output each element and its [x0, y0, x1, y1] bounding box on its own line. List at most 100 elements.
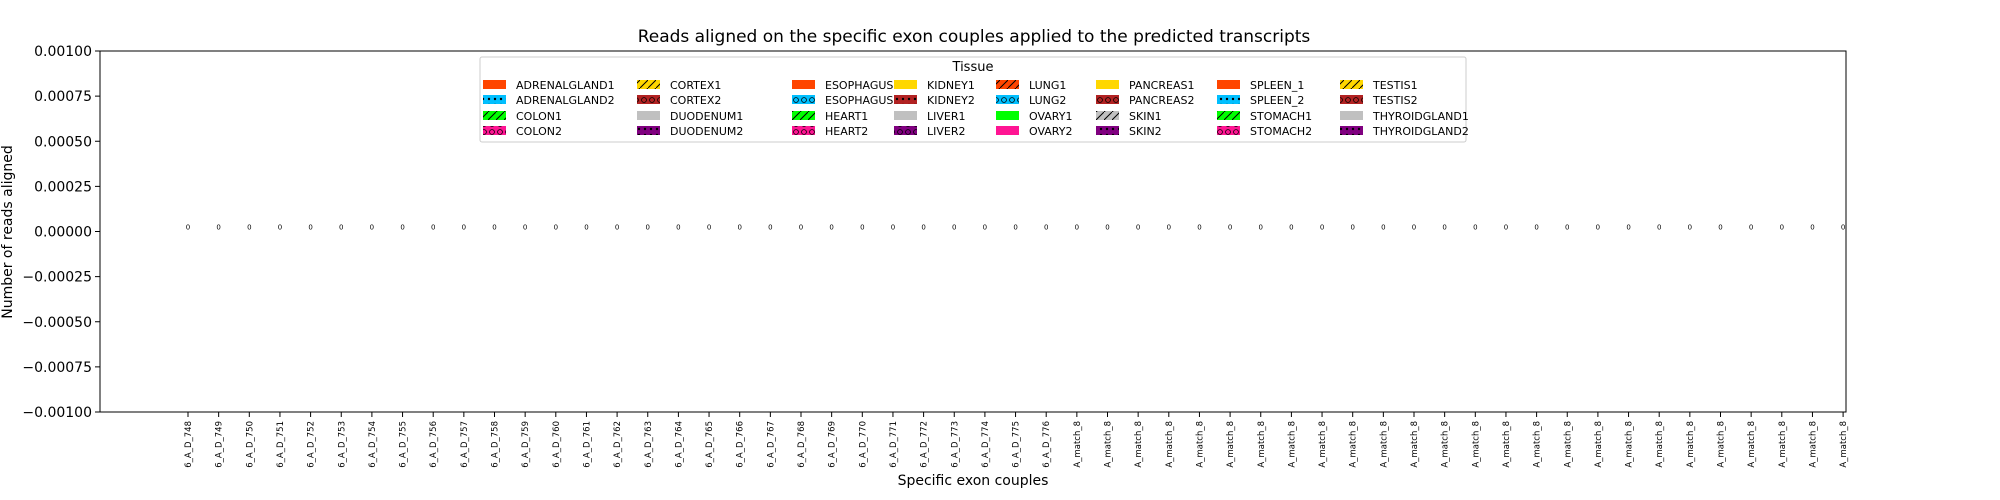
legend-entry-label: DUODENUM2 [670, 125, 743, 138]
legend-entry-label: LUNG2 [1029, 94, 1066, 107]
legend-swatch [996, 111, 1019, 120]
x-tick-label: A_match_8 [1502, 421, 1512, 468]
legend-swatch [792, 80, 815, 89]
legend-entry-label: DUODENUM1 [670, 110, 743, 123]
data-label: 0 [278, 224, 282, 232]
legend-entry-label: PANCREAS1 [1129, 79, 1194, 92]
legend-entry-label: KIDNEY1 [927, 79, 975, 92]
x-axis-label: Specific exon couples [898, 473, 1049, 489]
x-tick-label: 6_A_D_750 [245, 421, 255, 468]
legend: Tissue ADRENALGLAND1 ADRENALGLAND2 COLON1 C… [479, 56, 1469, 143]
legend-swatch [1340, 111, 1363, 120]
data-label: 0 [523, 224, 527, 232]
x-tick-label: 6_A_D_753 [337, 421, 347, 468]
x-tick-label: 6_A_D_763 [644, 421, 654, 468]
x-tick-label: 6_A_D_749 [215, 421, 225, 468]
data-label: 0 [737, 224, 741, 232]
data-label: 0 [1197, 224, 1201, 232]
x-tick-label: 6_A_D_759 [521, 421, 531, 468]
x-tick-label: 6_A_D_772 [920, 421, 930, 468]
legend-swatch-hatch [637, 80, 660, 89]
legend-entry-label: CORTEX2 [670, 94, 721, 107]
x-tick-label: A_match_8 [1349, 421, 1359, 468]
data-label: 0 [1688, 224, 1692, 232]
legend-entry-label: ESOPHAGUS1 [825, 79, 900, 92]
data-label: 0 [370, 224, 374, 232]
legend-entry-label: COLON1 [516, 110, 562, 123]
data-label: 0 [676, 224, 680, 232]
x-tick-label: A_match_8 [1655, 421, 1665, 468]
x-tick-label: A_match_8 [1226, 421, 1236, 468]
legend-swatch-hatch [1217, 126, 1240, 135]
legend-swatch [894, 111, 917, 120]
legend-swatch-hatch [483, 126, 506, 135]
data-label: 0 [952, 224, 956, 232]
x-tick-label: A_match_8 [1778, 421, 1788, 468]
data-label: 0 [1259, 224, 1263, 232]
data-label: 0 [891, 224, 895, 232]
x-tick-label: 6_A_D_758 [491, 421, 501, 468]
y-tick-label: 0.00025 [34, 179, 92, 195]
x-tick-label: A_match_8 [1410, 421, 1420, 468]
data-label: 0 [829, 224, 833, 232]
x-tick-label: A_match_8 [1594, 421, 1604, 468]
y-tick-label: 0.00075 [34, 89, 92, 105]
legend-swatch-hatch [1096, 126, 1119, 135]
legend-swatch-hatch [483, 111, 506, 120]
data-label: 0 [1565, 224, 1569, 232]
y-tick-label: 0.00050 [34, 134, 92, 150]
legend-entry-label: SPLEEN_1 [1250, 79, 1304, 92]
legend-entry-label: SKIN1 [1129, 110, 1162, 123]
legend-entry-label: THYROIDGLAND2 [1372, 125, 1469, 138]
legend-entry-label: ADRENALGLAND2 [516, 94, 615, 107]
x-tick-label: A_match_8 [1563, 421, 1573, 468]
data-label: 0 [1013, 224, 1017, 232]
data-label: 0 [1320, 224, 1324, 232]
data-label: 0 [707, 224, 711, 232]
legend-entry-label: TESTIS2 [1372, 94, 1418, 107]
legend-entry-label: LIVER1 [927, 110, 966, 123]
x-axis: 6_A_D_748 6_A_D_749 6_A_D_750 6_A_D_751 6_A_… [184, 412, 1849, 468]
x-tick-label: A_match_8 [1747, 421, 1757, 468]
legend-swatch-hatch [1217, 95, 1240, 104]
x-tick-label: 6_A_D_764 [674, 421, 684, 468]
x-tick-label: 6_A_D_774 [981, 421, 991, 468]
x-tick-label: 6_A_D_775 [1012, 421, 1022, 468]
data-label: 0 [1289, 224, 1293, 232]
x-tick-label: A_match_8 [1104, 421, 1114, 468]
x-tick-label: A_match_8 [1441, 421, 1451, 468]
data-label: 0 [1841, 224, 1845, 232]
data-label: 0 [308, 224, 312, 232]
x-tick-label: A_match_8 [1686, 421, 1696, 468]
x-tick-label: A_match_8 [1257, 421, 1267, 468]
legend-swatch-hatch [996, 95, 1019, 104]
legend-swatch-hatch [894, 126, 917, 135]
x-tick-label: 6_A_D_761 [582, 421, 592, 468]
x-tick-label: A_match_8 [1717, 421, 1727, 468]
legend-swatch-hatch [996, 80, 1019, 89]
x-tick-label: A_match_8 [1318, 421, 1328, 468]
data-label: 0 [400, 224, 404, 232]
x-tick-label: A_match_8 [1379, 421, 1389, 468]
data-label: 0 [799, 224, 803, 232]
data-label: 0 [1657, 224, 1661, 232]
legend-swatch-hatch [894, 95, 917, 104]
data-label: 0 [431, 224, 435, 232]
x-tick-label: 6_A_D_769 [828, 421, 838, 468]
legend-swatch [1096, 80, 1119, 89]
data-label: 0 [615, 224, 619, 232]
data-label: 0 [1442, 224, 1446, 232]
data-label: 0 [1412, 224, 1416, 232]
legend-entry-label: CORTEX1 [670, 79, 721, 92]
legend-title: Tissue [952, 60, 994, 75]
data-label: 0 [1075, 224, 1079, 232]
data-label: 0 [1810, 224, 1814, 232]
legend-entry-label: THYROIDGLAND1 [1372, 110, 1469, 123]
legend-entry-label: COLON2 [516, 125, 562, 138]
data-label: 0 [1044, 224, 1048, 232]
data-label: 0 [554, 224, 558, 232]
data-label: 0 [1228, 224, 1232, 232]
data-label: 0 [247, 224, 251, 232]
x-tick-label: 6_A_D_760 [552, 421, 562, 468]
